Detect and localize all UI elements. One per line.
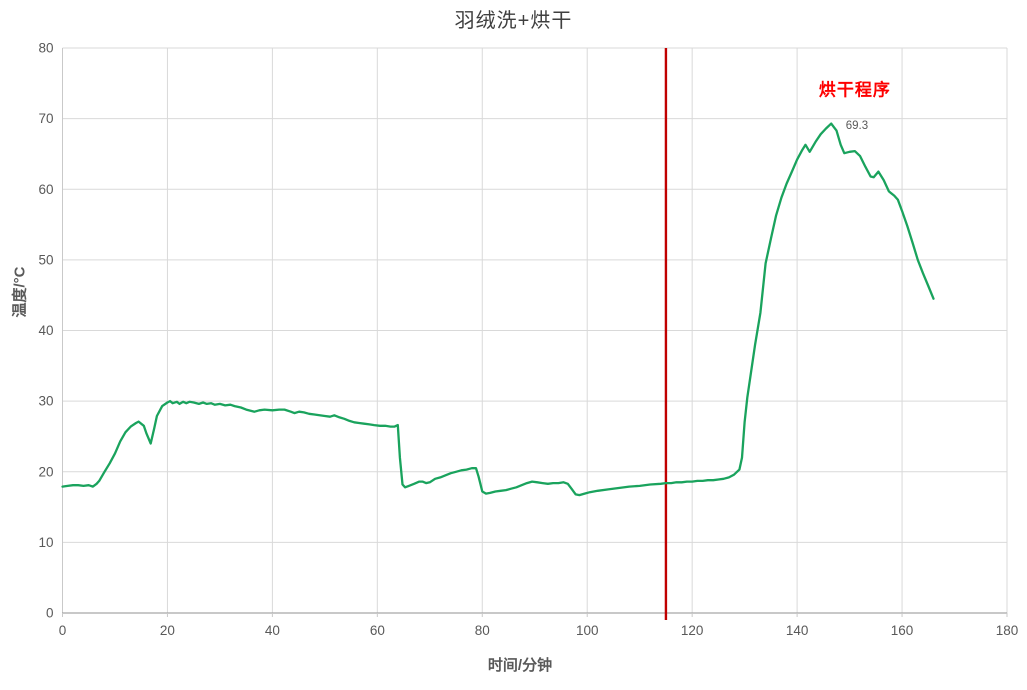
y-axis-title: 温度/°C xyxy=(11,266,29,318)
y-tick-label: 50 xyxy=(38,252,53,267)
drying-program-annotation: 烘干程序 xyxy=(818,80,891,100)
y-tick-label: 20 xyxy=(38,464,53,479)
x-tick-label: 120 xyxy=(681,623,704,638)
y-tick-label: 40 xyxy=(38,323,53,338)
y-tick-label: 80 xyxy=(38,41,53,56)
y-tick-label: 30 xyxy=(38,394,53,409)
chart-title: 羽绒洗+烘干 xyxy=(454,10,573,32)
peak-value-label: 69.3 xyxy=(845,120,869,133)
temperature-line xyxy=(61,122,935,497)
x-tick-label: 40 xyxy=(265,623,280,638)
x-tick-label: 180 xyxy=(996,623,1019,638)
y-tick-label: 10 xyxy=(38,535,53,550)
x-tick-label: 100 xyxy=(576,623,599,638)
x-tick-label: 80 xyxy=(475,623,490,638)
x-tick-label: 60 xyxy=(370,623,385,638)
y-tick-label: 60 xyxy=(38,182,53,197)
x-axis-title: 时间/分钟 xyxy=(487,657,553,674)
y-tick-label: 70 xyxy=(38,111,53,126)
x-tick-label: 20 xyxy=(160,623,175,638)
x-tick-label: 140 xyxy=(786,623,809,638)
x-tick-label: 0 xyxy=(59,623,67,638)
x-tick-label: 160 xyxy=(891,623,914,638)
y-tick-label: 0 xyxy=(46,606,54,621)
